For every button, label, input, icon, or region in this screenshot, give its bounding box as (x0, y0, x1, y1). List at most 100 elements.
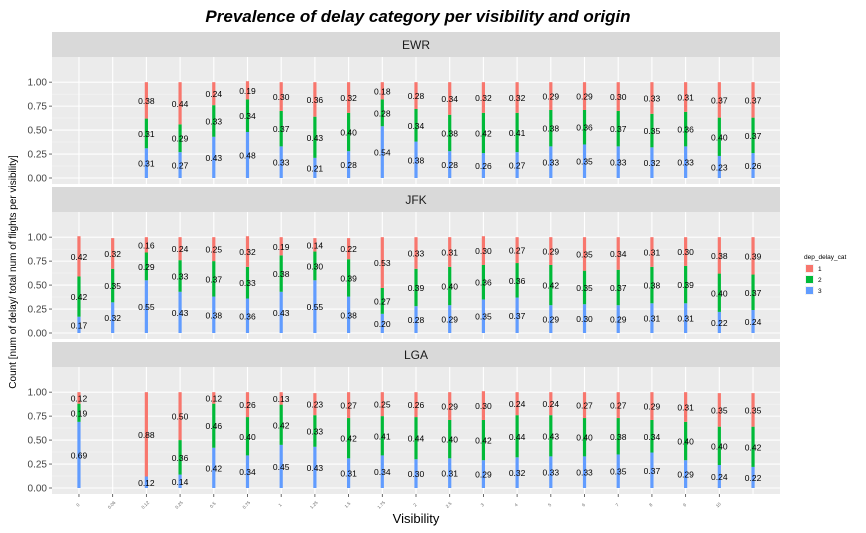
bar-segment-2 (212, 105, 216, 137)
data-label: 0.30 (273, 92, 290, 102)
bar-segment-1 (448, 392, 452, 420)
bar-segment-3 (515, 152, 519, 178)
legend-key-3 (806, 287, 813, 294)
data-label: 0.29 (677, 470, 694, 480)
bar-segment-1 (751, 237, 755, 275)
data-label: 0.42 (543, 281, 560, 291)
x-tick-label: 0.06 (107, 500, 117, 510)
facet-ewr: EWR 0.00 0.25 0.50 0.75 1.00 0.31 0.31 0.38 0.27 0… (28, 32, 780, 185)
bar-segment-1 (346, 238, 351, 260)
data-label: 0.37 (711, 95, 728, 105)
data-label: 0.30 (475, 246, 492, 256)
bar-segment-2 (313, 415, 317, 447)
data-label: 0.36 (509, 276, 526, 286)
bar-segment-3 (582, 304, 587, 333)
legend-label-3: 3 (818, 288, 822, 295)
data-label: 0.43 (543, 431, 560, 441)
bar-segment-1 (178, 237, 182, 261)
bar-segment-2 (77, 403, 81, 422)
data-label: 0.28 (441, 160, 458, 170)
data-label: 0.37 (610, 283, 627, 293)
data-label: 0.27 (509, 161, 526, 171)
bar-segment-2 (77, 276, 81, 317)
bar-segment-2 (515, 415, 519, 458)
data-label: 0.38 (408, 155, 425, 165)
legend-label-1: 1 (818, 266, 822, 273)
chart-title: Prevalence of delay category per visibil… (205, 7, 630, 26)
bar-segment-2 (751, 426, 755, 467)
facet-lga: LGA 0.00 0.25 0.50 0.75 1.00 0.69 0.19 0.12 0.12 0… (28, 342, 780, 495)
bar-segment-1 (684, 392, 688, 422)
bar-segment-3 (212, 447, 216, 488)
data-label: 0.35 (475, 312, 492, 322)
data-label: 0.26 (475, 161, 492, 171)
x-tick-label: 0.5 (209, 501, 217, 509)
bar-segment-3 (549, 305, 553, 333)
bar-segment-1 (616, 392, 620, 419)
bar-segment-2 (178, 440, 182, 475)
bar-segment-1 (380, 82, 384, 100)
data-label: 0.29 (644, 402, 661, 412)
bar-segment-2 (616, 110, 620, 147)
bar-segment-2 (212, 261, 216, 297)
bar-segment-3 (346, 296, 351, 333)
y-tick-label: 0.75 (28, 102, 48, 113)
data-label: 0.32 (104, 249, 121, 259)
data-label: 0.35 (610, 467, 627, 477)
data-label: 0.34 (408, 121, 425, 131)
data-label: 0.43 (273, 308, 290, 318)
data-label: 0.17 (71, 320, 88, 330)
data-label: 0.25 (206, 245, 223, 255)
data-label: 0.16 (138, 240, 155, 250)
facet-panels: EWR0.000.250.500.751.000.310.310.380.270… (28, 32, 780, 510)
bar-segment-1 (481, 391, 486, 420)
bar-segment-2 (313, 116, 317, 158)
data-label: 0.27 (172, 161, 189, 171)
data-label: 0.32 (509, 93, 526, 103)
bar-segment-2 (515, 112, 519, 153)
data-label: 0.42 (475, 436, 492, 446)
data-label: 0.41 (509, 128, 526, 138)
bar-segment-1 (515, 237, 519, 264)
bar-segment-3 (684, 146, 688, 178)
data-label: 0.14 (172, 477, 189, 487)
x-tick-label: 1.25 (309, 500, 319, 510)
data-label: 0.19 (71, 408, 88, 418)
bar-segment-1 (279, 82, 283, 111)
bar-segment-1 (144, 237, 148, 253)
bar-segment-1 (212, 237, 216, 262)
data-label: 0.33 (307, 426, 324, 436)
data-label: 0.24 (172, 244, 189, 254)
x-tick-label: 5 (547, 502, 553, 508)
bar-segment-2 (346, 112, 351, 152)
data-label: 0.43 (172, 308, 189, 318)
data-label: 0.39 (340, 273, 357, 283)
data-label: 0.38 (206, 310, 223, 320)
data-label: 0.21 (307, 163, 324, 173)
data-label: 0.35 (104, 281, 121, 291)
bar-segment-3 (313, 446, 317, 488)
data-label: 0.42 (475, 128, 492, 138)
bar-segment-2 (751, 274, 755, 310)
data-label: 0.32 (644, 158, 661, 168)
data-label: 0.24 (543, 399, 560, 409)
data-label: 0.36 (475, 278, 492, 288)
data-label: 0.31 (644, 248, 661, 258)
data-label: 0.23 (711, 162, 728, 172)
bar-segment-2 (279, 110, 283, 147)
bar-segment-1 (717, 393, 721, 427)
bar-segment-3 (650, 303, 654, 333)
data-label: 0.40 (239, 432, 256, 442)
bar-segment-1 (515, 82, 519, 113)
data-label: 0.35 (576, 283, 593, 293)
bar-segment-1 (77, 392, 81, 404)
bar-segment-1 (650, 82, 654, 114)
legend: dep_delay_cat 1 2 3 (804, 254, 846, 295)
facet-strip (52, 32, 780, 57)
bar-segment-2 (481, 112, 486, 154)
bar-segment-1 (515, 392, 519, 416)
bar-segment-1 (751, 82, 755, 118)
data-label: 0.22 (340, 244, 357, 254)
data-label: 0.44 (509, 432, 526, 442)
y-tick-label: 0.00 (28, 329, 48, 340)
